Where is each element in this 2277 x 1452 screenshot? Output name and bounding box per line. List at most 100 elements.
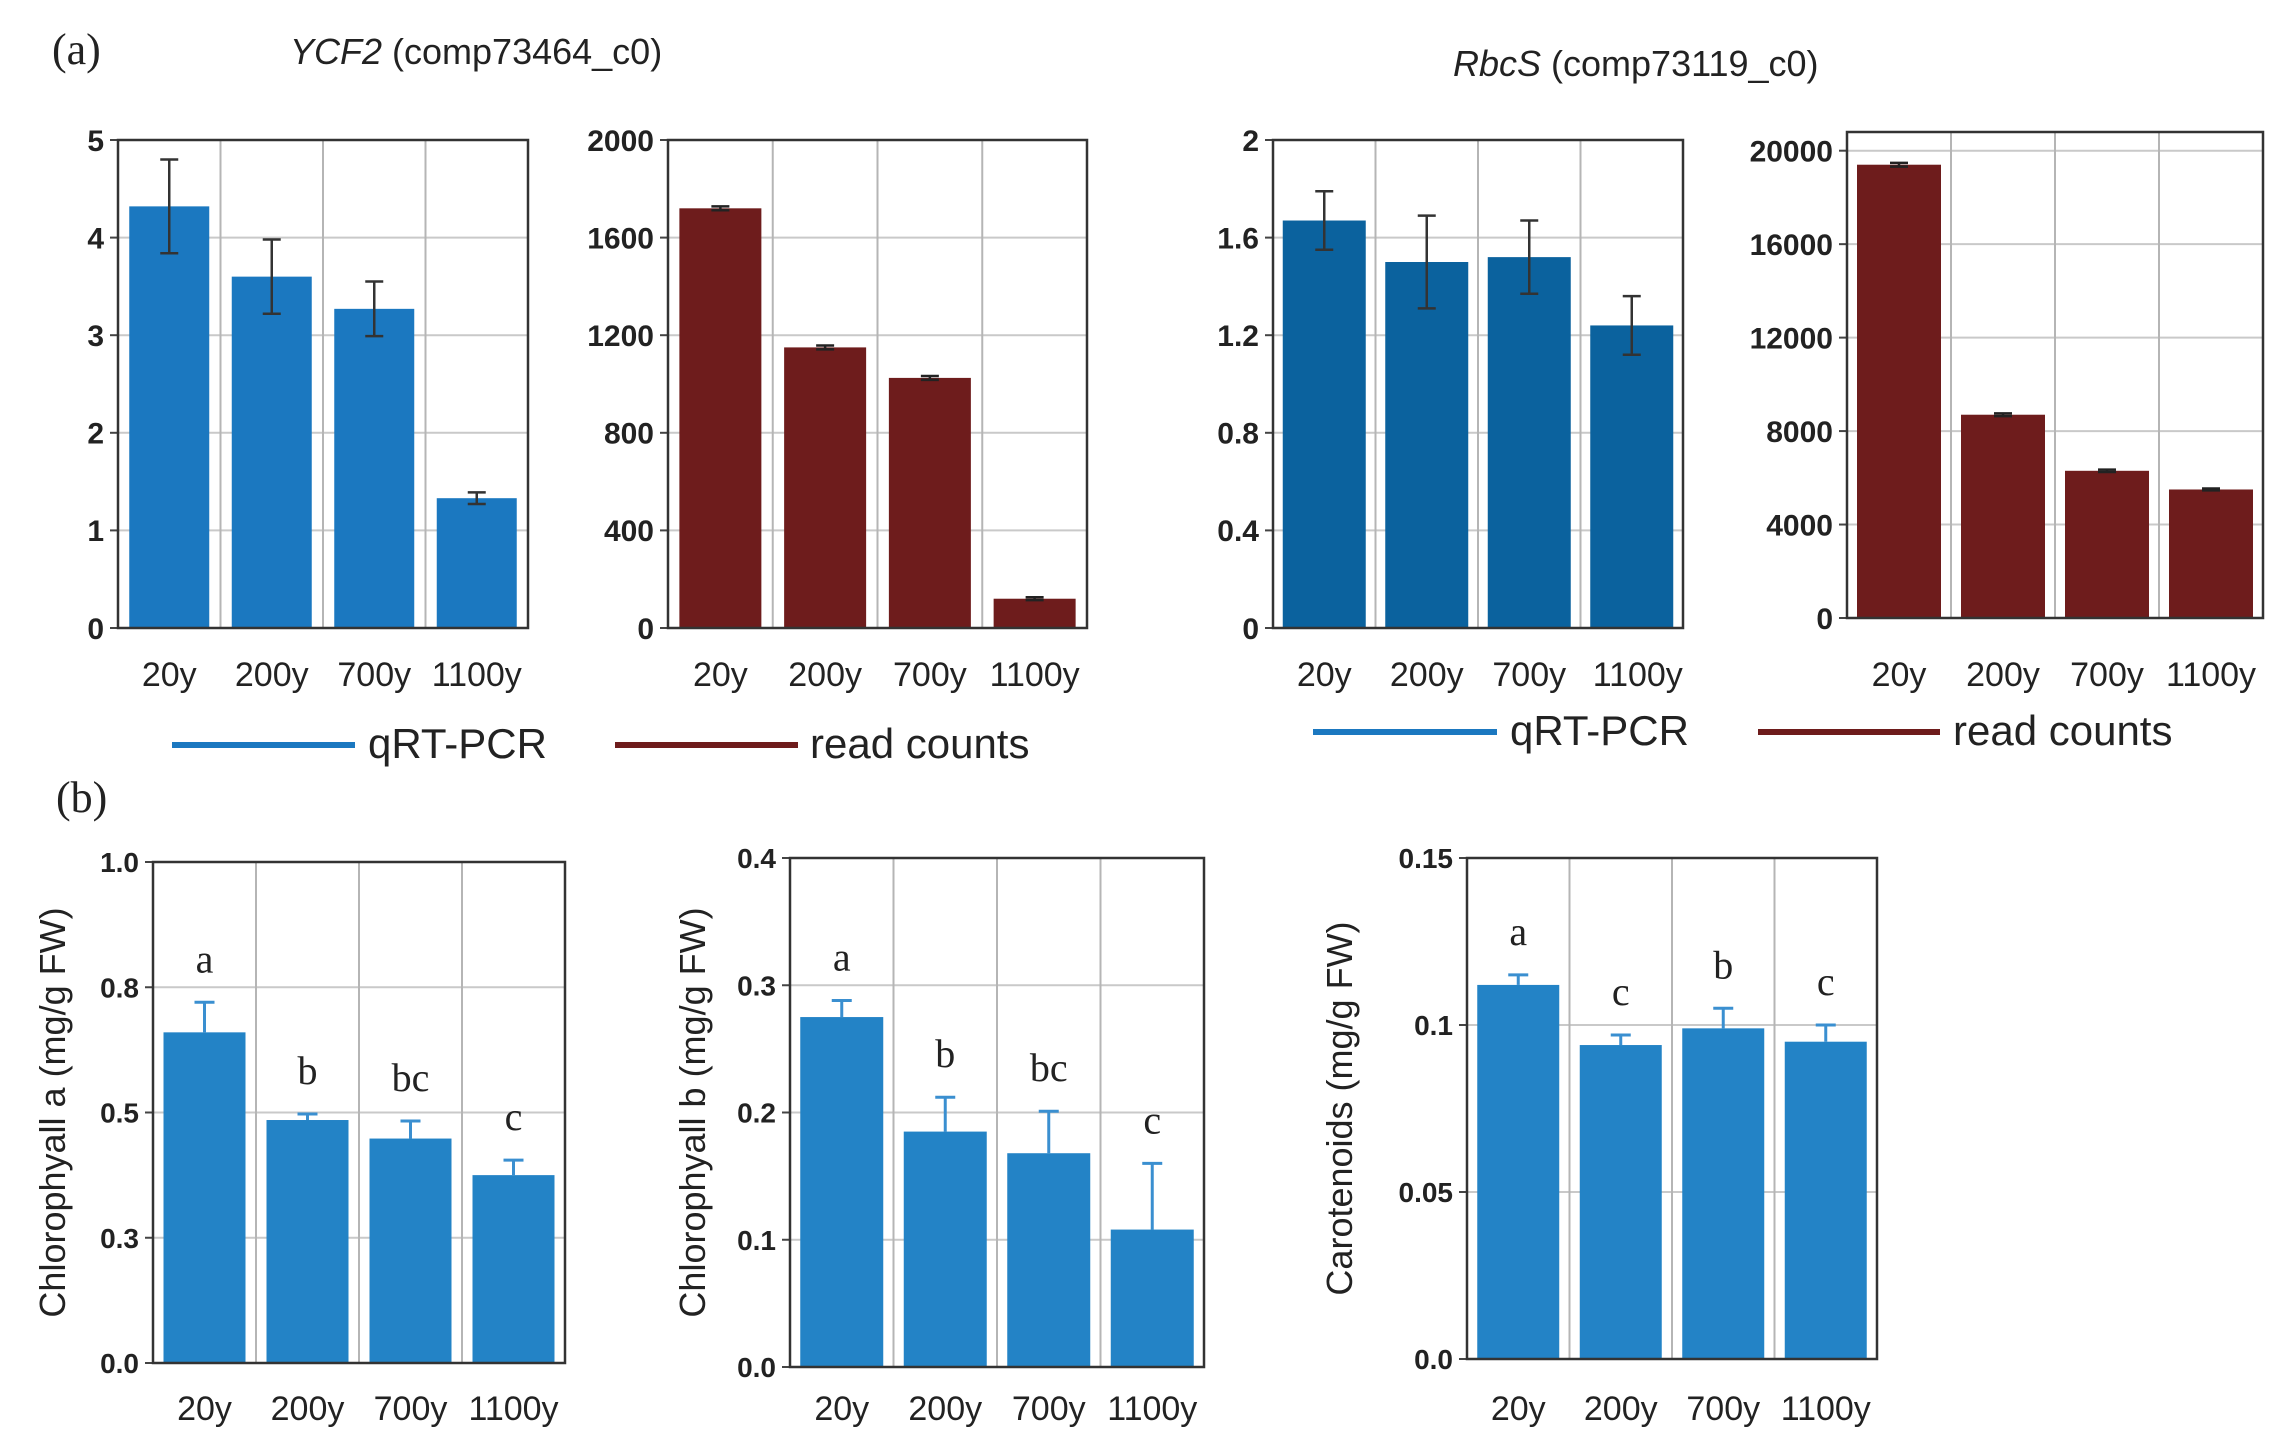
error-bar (297, 1112, 318, 1121)
x-tick-label: 200y (235, 656, 309, 694)
bar-700y (369, 1138, 452, 1363)
error-bar (1142, 1161, 1163, 1230)
legend-a1-reads-label: read counts (810, 720, 1029, 767)
bar-20y (129, 206, 210, 629)
error-bar (816, 344, 835, 351)
legend-a2: qRT-PCR read counts (1313, 707, 2172, 754)
y-tick-label: 0.05 (1399, 1177, 1454, 1208)
bar-200y (903, 1131, 987, 1367)
error-bar (1038, 1109, 1059, 1154)
error-bar (1622, 294, 1641, 356)
y-tick-label: 0 (87, 613, 104, 646)
error-bar (1890, 161, 1908, 168)
error-bar (467, 491, 486, 506)
y-tick-label: 4 (87, 222, 104, 255)
bar-20y (800, 1017, 884, 1367)
error-bar (262, 238, 281, 315)
bar-1100y (993, 598, 1076, 628)
plot-frame (151, 860, 567, 1365)
y-tick-label: 0.1 (737, 1225, 776, 1256)
x-tick-label: 200y (908, 1390, 982, 1428)
bar-1100y (436, 498, 517, 628)
legend-a1: qRT-PCR read counts (172, 720, 1029, 767)
error-bar (1610, 1033, 1631, 1046)
x-tick-label: 1100y (2166, 656, 2256, 694)
significance-letter: bc (392, 1055, 430, 1100)
bar-20y (163, 1032, 246, 1363)
significance-letter: c (1612, 969, 1630, 1014)
gene2-title: RbcS (comp73119_c0) (1453, 43, 1819, 84)
error-bar (1417, 214, 1436, 310)
error-bar (1508, 973, 1529, 985)
error-bar (503, 1158, 524, 1176)
x-tick-label: 700y (1492, 656, 1566, 694)
x-tick-label: 200y (1584, 1390, 1658, 1428)
error-bar (160, 158, 179, 255)
plot-frame (666, 138, 1089, 630)
bar-20y (1857, 164, 1941, 618)
y-tick-label: 1600 (587, 222, 654, 255)
y-tick-label: 0.0 (100, 1348, 139, 1379)
error-bar (711, 205, 730, 212)
y-tick-label: 4000 (1766, 509, 1833, 542)
chart-rbcs-read-counts: 0 4000 8000 12000 16000 20000 20y 200y 700y 1100y (1750, 130, 2265, 694)
y-tick-label: 0.0 (1414, 1344, 1453, 1375)
y-tick-label: 0.4 (737, 843, 776, 874)
significance-letter: c (1143, 1097, 1161, 1142)
bar-200y (1961, 414, 2045, 618)
bar-200y (1579, 1045, 1662, 1359)
y-tick-label: 0.0 (737, 1352, 776, 1383)
bar-700y (334, 308, 415, 628)
y-tick-label: 0 (637, 613, 654, 646)
y-tick-label: 8000 (1766, 416, 1833, 449)
y-tick-label: 0 (1242, 613, 1259, 646)
y-tick-label: 0.1 (1414, 1010, 1453, 1041)
y-tick-label: 2 (87, 418, 104, 451)
chart-chlorophyll-b: 0.0 0.1 0.2 0.3 0.4 a 20y b 200y bc 700y c 1100y Chlo… (672, 843, 1206, 1428)
error-bar (1994, 412, 2012, 418)
bar-1100y (1784, 1041, 1867, 1359)
gene2-id: (comp73119_c0) (1541, 43, 1819, 84)
x-tick-label: 1100y (468, 1390, 558, 1428)
bar-1100y (1590, 325, 1674, 628)
gene1-name: YCF2 (290, 31, 382, 72)
significance-letter: b (1713, 942, 1733, 987)
x-tick-label: 700y (893, 656, 967, 694)
x-tick-label: 700y (1012, 1390, 1086, 1428)
bar-200y (231, 276, 312, 628)
error-bar (400, 1119, 421, 1139)
error-bar (1025, 596, 1044, 602)
gene2-name: RbcS (1453, 43, 1541, 84)
bar-700y (1682, 1028, 1765, 1359)
gene1-id: (comp73464_c0) (382, 31, 662, 72)
error-bar (1520, 219, 1539, 295)
x-tick-label: 20y (693, 656, 748, 694)
y-tick-label: 0.4 (1217, 515, 1259, 548)
x-tick-label: 700y (1686, 1390, 1760, 1428)
x-tick-label: 700y (374, 1390, 448, 1428)
bar-700y (2065, 470, 2149, 618)
x-tick-label: 1100y (432, 656, 522, 694)
error-bar (1815, 1023, 1836, 1042)
y-axis-label: Carotenoids (mg/g FW) (1319, 921, 1360, 1295)
error-bar (920, 374, 939, 382)
y-tick-label: 1 (87, 515, 104, 548)
x-tick-label: 20y (1491, 1390, 1546, 1428)
x-tick-label: 1100y (1107, 1390, 1197, 1428)
x-tick-label: 200y (788, 656, 862, 694)
x-tick-label: 20y (177, 1390, 232, 1428)
y-tick-label: 1.0 (100, 847, 139, 878)
y-tick-label: 2000 (587, 125, 654, 158)
y-tick-label: 1.2 (1217, 320, 1259, 353)
legend-a2-reads-label: read counts (1953, 707, 2172, 754)
y-tick-label: 0.15 (1399, 843, 1454, 874)
y-tick-label: 800 (604, 418, 654, 451)
bar-700y (1007, 1153, 1091, 1367)
bar-1100y (1110, 1229, 1194, 1367)
error-bar (2202, 487, 2220, 492)
plot-frame (788, 856, 1206, 1369)
significance-letter: c (1817, 959, 1835, 1004)
y-tick-label: 0.2 (737, 1098, 776, 1129)
significance-letter: bc (1030, 1045, 1068, 1090)
plot-frame (1465, 856, 1879, 1361)
